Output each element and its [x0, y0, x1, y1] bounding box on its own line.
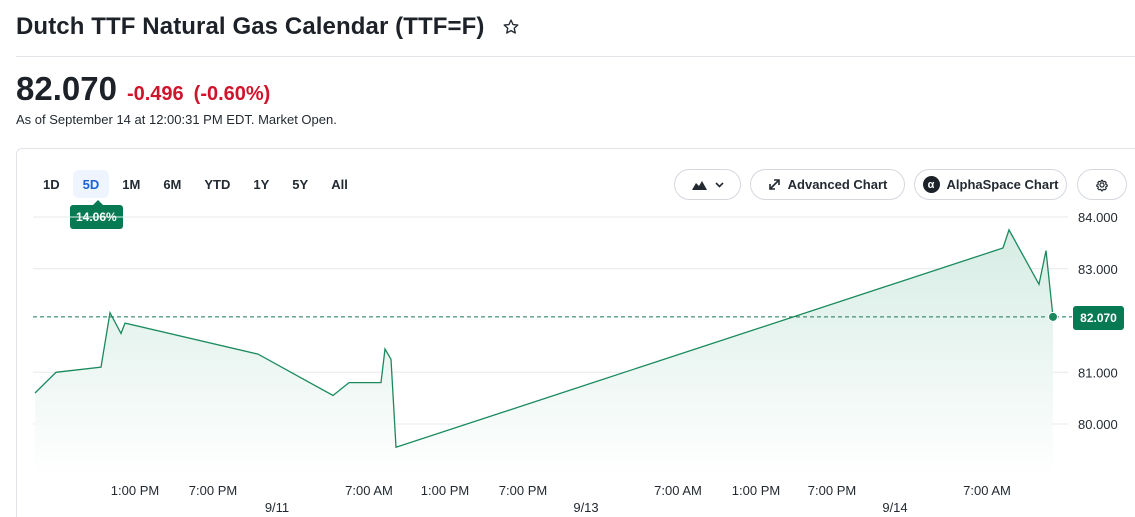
market-status: As of September 14 at 12:00:31 PM EDT. M… — [16, 112, 337, 127]
x-tick-label: 7:00 PM — [189, 483, 237, 498]
chart-type-button[interactable] — [674, 169, 741, 200]
chevron-down-icon — [714, 181, 724, 188]
chart-settings-button[interactable] — [1077, 169, 1127, 200]
x-tick-label: 7:00 AM — [654, 483, 702, 498]
x-tick-label: 1:00 PM — [111, 483, 159, 498]
chart-card — [16, 148, 1135, 517]
range-tab-1y[interactable]: 1Y — [253, 176, 270, 192]
y-tick-label: 83.000 — [1078, 262, 1118, 277]
alphaspace-logo-icon: α — [922, 176, 940, 193]
alphaspace-chart-label: AlphaSpace Chart — [946, 177, 1059, 192]
y-tick-label: 80.000 — [1078, 417, 1118, 432]
header-divider — [16, 56, 1135, 57]
gear-icon — [1095, 178, 1109, 192]
alphaspace-chart-button[interactable]: α AlphaSpace Chart — [914, 169, 1067, 200]
mountain-chart-icon — [691, 180, 707, 190]
x-tick-label: 7:00 PM — [808, 483, 856, 498]
expand-icon — [768, 178, 781, 191]
x-date-label: 9/14 — [882, 500, 907, 515]
range-tab-6m[interactable]: 6M — [163, 176, 182, 192]
advanced-chart-label: Advanced Chart — [787, 177, 888, 192]
y-tick-label: 81.000 — [1078, 365, 1118, 380]
page-title: Dutch TTF Natural Gas Calendar (TTF=F) — [16, 13, 485, 40]
current-price: 82.070 — [16, 70, 117, 107]
x-tick-label: 7:00 AM — [963, 483, 1011, 498]
x-date-label: 9/13 — [573, 500, 598, 515]
range-tab-all[interactable]: All — [331, 176, 348, 192]
quote-row: 82.070 -0.496 (-0.60%) — [16, 70, 270, 108]
x-tick-label: 7:00 AM — [345, 483, 393, 498]
range-tab-ytd[interactable]: YTD — [204, 176, 231, 192]
advanced-chart-button[interactable]: Advanced Chart — [750, 169, 905, 200]
x-tick-label: 7:00 PM — [499, 483, 547, 498]
range-tab-1m[interactable]: 1M — [122, 176, 141, 192]
price-change: -0.496 — [126, 83, 184, 105]
range-tab-5y[interactable]: 5Y — [292, 176, 309, 192]
last-price-dot — [1048, 311, 1058, 322]
price-line — [34, 228, 1054, 449]
x-date-label: 9/11 — [265, 500, 289, 515]
price-area-fill — [35, 229, 1053, 476]
range-tab-5d[interactable]: 5D — [72, 170, 110, 198]
title-row: Dutch TTF Natural Gas Calendar (TTF=F) — [16, 10, 521, 44]
x-tick-label: 1:00 PM — [732, 483, 780, 498]
star-outline-icon[interactable] — [501, 17, 521, 37]
range-tab-1d[interactable]: 1D — [43, 176, 60, 192]
current-price-tag: 82.070 — [1073, 306, 1124, 330]
x-tick-label: 1:00 PM — [421, 483, 469, 498]
range-tabs: 1D 5D 1M 6M YTD 1Y 5Y All — [33, 170, 361, 198]
y-tick-label: 84.000 — [1078, 210, 1118, 225]
price-change-percent: (-0.60%) — [193, 83, 271, 105]
